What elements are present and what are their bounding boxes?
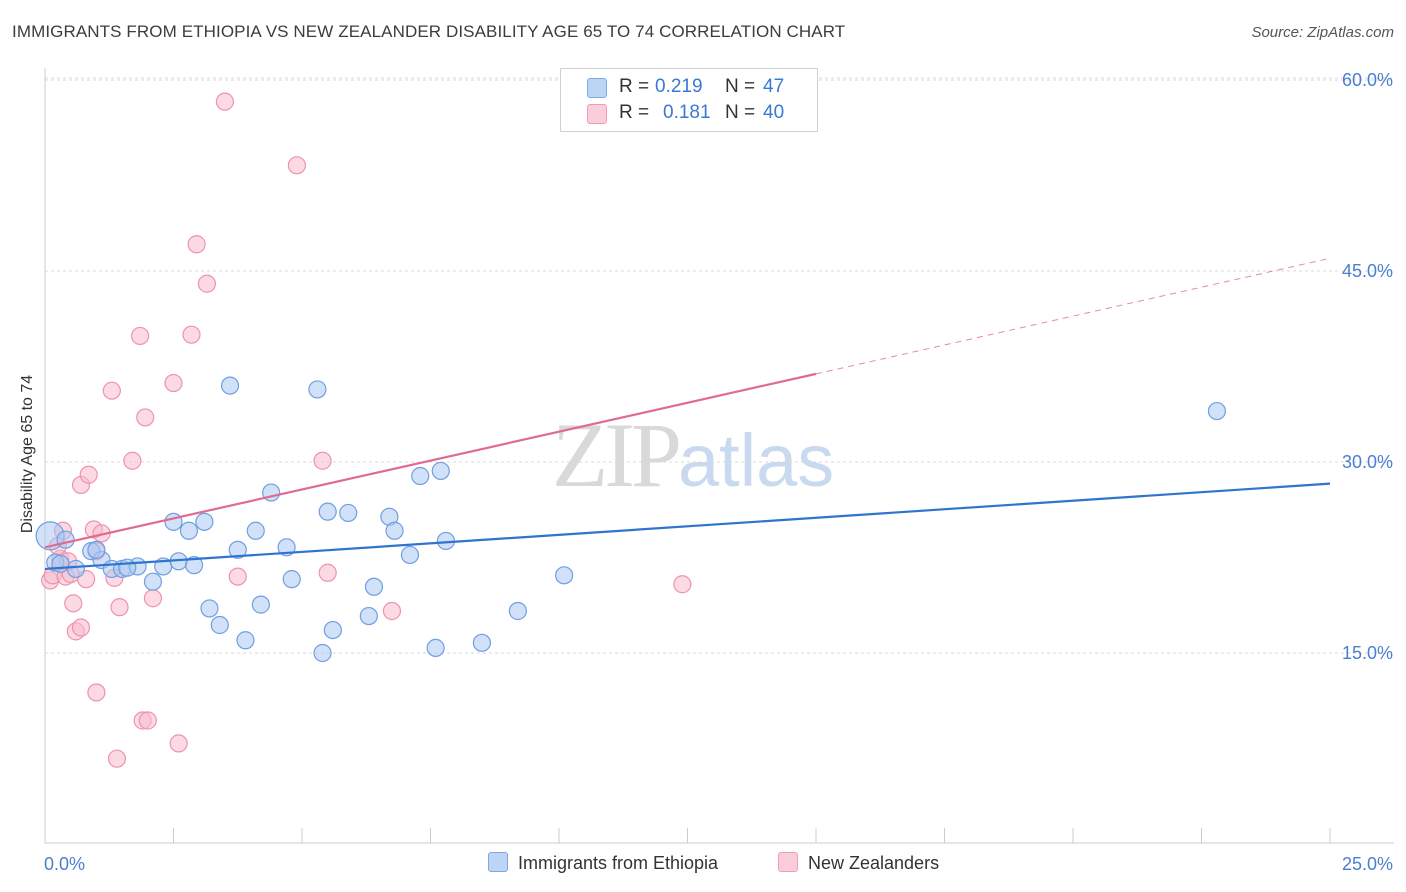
ethiopia-point bbox=[164, 512, 183, 531]
nz-trend-dashed bbox=[815, 257, 1331, 375]
nz-point bbox=[71, 618, 91, 637]
ethiopia-point bbox=[411, 466, 430, 486]
grid-lines bbox=[45, 77, 1394, 654]
ethiopia-point bbox=[195, 512, 214, 531]
bottom-legend-label-ethiopia: Immigrants from Ethiopia bbox=[518, 853, 719, 873]
ethiopia-point bbox=[364, 577, 384, 596]
nz-point bbox=[164, 373, 183, 393]
ethiopia-point bbox=[318, 502, 337, 521]
ethiopia-point bbox=[236, 631, 255, 650]
ethiopia-point bbox=[426, 638, 445, 658]
ethiopia-point bbox=[200, 599, 219, 618]
nz-trend-solid bbox=[44, 372, 817, 549]
ethiopia-point bbox=[339, 503, 358, 523]
y-tick-label: 15.0% bbox=[1342, 643, 1393, 663]
ethiopia-points bbox=[35, 376, 1227, 663]
ethiopia-point bbox=[51, 554, 70, 573]
ethiopia-point bbox=[555, 566, 574, 585]
ethiopia-point bbox=[472, 633, 491, 652]
ethiopia-point bbox=[118, 558, 137, 577]
ethiopia-point bbox=[220, 376, 240, 395]
source-label: Source: ZipAtlas.com bbox=[1251, 24, 1394, 41]
nz-point bbox=[169, 734, 188, 753]
ethiopia-point bbox=[143, 572, 163, 591]
ethiopia-point bbox=[184, 556, 204, 575]
nz-point bbox=[228, 567, 247, 586]
ethiopia-point bbox=[400, 545, 420, 565]
ethiopia-point bbox=[308, 380, 327, 399]
ethiopia-point bbox=[246, 521, 265, 540]
ethiopia-point bbox=[508, 601, 527, 621]
bottom-legend-ethiopia: Immigrants from Ethiopia bbox=[488, 852, 718, 874]
nz-point bbox=[123, 451, 142, 470]
nz-point bbox=[130, 326, 150, 346]
ethiopia-point bbox=[210, 615, 229, 635]
nz-point bbox=[318, 563, 337, 582]
ethiopia-point bbox=[87, 540, 106, 559]
legend: R = 0.219 N = 47 R = 0.181 N = 40 bbox=[560, 68, 818, 132]
y-axis-title: Disability Age 65 to 74 bbox=[19, 375, 36, 533]
legend-r-value: 0.181 bbox=[663, 102, 711, 123]
y-tick-label: 45.0% bbox=[1342, 261, 1393, 281]
ethiopia-trend-solid bbox=[44, 482, 1331, 571]
legend-r-label: R = bbox=[619, 102, 650, 123]
nz-point bbox=[79, 465, 98, 484]
x-tick-label-max: 25.0% bbox=[1342, 854, 1393, 874]
nz-point bbox=[110, 598, 129, 617]
ethiopia-point bbox=[323, 620, 342, 640]
watermark: ZIPatlas bbox=[552, 402, 834, 508]
ethiopia-point bbox=[66, 559, 85, 579]
bottom-legend-label-nz: New Zealanders bbox=[808, 853, 940, 873]
nz-point bbox=[138, 711, 157, 730]
legend-r-value: 0.219 bbox=[655, 76, 703, 97]
ethiopia-point bbox=[313, 643, 332, 663]
axis-labels: 15.0% 30.0% 45.0% 60.0% 0.0% 25.0% Disability … bbox=[19, 70, 1393, 874]
bottom-legend-swatch-ethiopia bbox=[488, 852, 508, 872]
y-tick-label: 60.0% bbox=[1342, 70, 1393, 90]
bottom-legend-nz: New Zealanders bbox=[778, 852, 939, 874]
nz-point bbox=[182, 325, 201, 344]
legend-swatch-ethiopia bbox=[587, 78, 607, 98]
ethiopia-point bbox=[1207, 401, 1227, 421]
nz-point bbox=[673, 575, 692, 594]
watermark-zip: ZIP bbox=[552, 404, 682, 506]
trend-lines bbox=[44, 257, 1331, 571]
legend-n-value: 47 bbox=[763, 76, 785, 97]
legend-r-label: R = bbox=[619, 76, 650, 97]
y-tick-label: 30.0% bbox=[1342, 452, 1393, 472]
nz-point bbox=[382, 601, 402, 621]
nz-point bbox=[102, 381, 121, 400]
chart-title: IMMIGRANTS FROM ETHIOPIA VS NEW ZEALANDE… bbox=[12, 22, 846, 41]
nz-point bbox=[313, 451, 332, 470]
ethiopia-point bbox=[359, 606, 378, 626]
ethiopia-point bbox=[385, 521, 404, 540]
ethiopia-point bbox=[56, 530, 75, 549]
nz-point bbox=[107, 749, 127, 768]
nz-point bbox=[287, 156, 306, 175]
nz-point bbox=[215, 92, 234, 111]
legend-swatch-nz bbox=[587, 104, 607, 124]
bottom-legend-swatch-nz bbox=[778, 852, 798, 872]
ethiopia-point bbox=[251, 595, 270, 614]
nz-point bbox=[64, 594, 83, 613]
ethiopia-point bbox=[228, 540, 247, 559]
nz-point bbox=[143, 589, 163, 608]
legend-n-label: N = bbox=[725, 102, 756, 123]
axes bbox=[44, 68, 1394, 844]
nz-point bbox=[87, 683, 106, 702]
nz-points bbox=[41, 92, 692, 768]
nz-point bbox=[187, 235, 206, 254]
ethiopia-point bbox=[179, 521, 199, 540]
watermark-atlas: atlas bbox=[678, 419, 835, 502]
x-tick-label-min: 0.0% bbox=[44, 854, 85, 874]
nz-point bbox=[197, 274, 217, 293]
ethiopia-point bbox=[282, 570, 301, 589]
legend-n-value: 40 bbox=[763, 102, 785, 123]
legend-n-label: N = bbox=[725, 76, 756, 97]
ethiopia-point bbox=[431, 461, 450, 481]
nz-point bbox=[136, 408, 155, 427]
